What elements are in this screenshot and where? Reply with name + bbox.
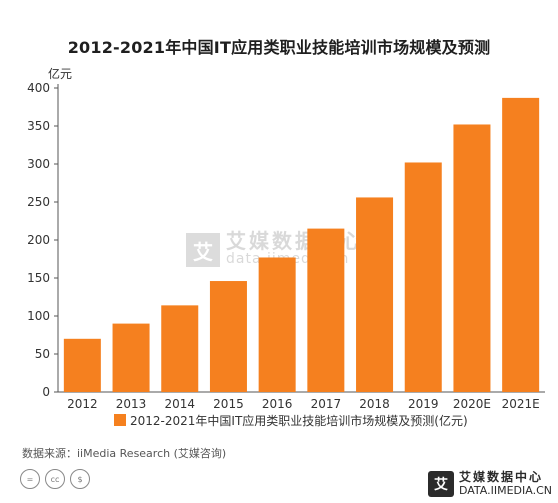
license-nc-icon: $ [70, 469, 90, 489]
y-tick-label: 150 [27, 271, 50, 285]
brand-logo-icon: 艾 [427, 471, 454, 497]
bar-2021E [502, 97, 540, 392]
y-tick-label: 50 [35, 347, 50, 361]
y-tick-label: 250 [27, 195, 50, 209]
bar-2017 [307, 228, 345, 392]
y-tick-label: 200 [27, 233, 50, 247]
bar-2020E [453, 124, 491, 392]
x-tick-label: 2016 [262, 397, 293, 411]
brand-logo: 艾 艾媒数据中心 DATA.IIMEDIA.CN [427, 470, 552, 497]
bar-2012 [63, 338, 101, 392]
license-nd-icon: = [20, 469, 40, 489]
y-tick-label: 400 [27, 81, 50, 95]
license-icons: = cc $ [20, 469, 90, 489]
bar-2013 [112, 323, 150, 392]
x-tick-label: 2015 [213, 397, 244, 411]
source-note: 数据来源：iiMedia Research (艾媒咨询) [22, 447, 227, 460]
y-tick-label: 350 [27, 119, 50, 133]
y-tick-label: 300 [27, 157, 50, 171]
x-tick-label: 2018 [359, 397, 390, 411]
brand-name-en: DATA.IIMEDIA.CN [458, 484, 552, 497]
license-cc-icon: cc [45, 469, 65, 489]
x-tick-label: 2017 [311, 397, 342, 411]
brand-name-cn: 艾媒数据中心 [458, 470, 543, 484]
legend-label: 2012-2021年中国IT应用类职业技能培训市场规模及预测(亿元) [130, 413, 468, 428]
bar-2018 [356, 197, 394, 392]
x-tick-label: 2020E [453, 397, 491, 411]
chart-title: 2012-2021年中国IT应用类职业技能培训市场规模及预测 [67, 38, 491, 57]
bar-chart: 亿元 0 50 100 150 200 250 300 350 400 2012 2013 2014 20… [27, 66, 545, 428]
x-tick-label: 2021E [502, 397, 540, 411]
x-tick-label: 2014 [164, 397, 195, 411]
y-tick-label: 0 [42, 385, 50, 399]
bar-2016 [258, 257, 296, 392]
x-tick-label: 2019 [408, 397, 439, 411]
x-tick-label: 2012 [67, 397, 98, 411]
y-tick-label: 100 [27, 309, 50, 323]
legend-swatch [114, 414, 126, 426]
x-tick-label: 2013 [116, 397, 147, 411]
bar-2015 [209, 281, 247, 392]
bar-2014 [161, 305, 199, 392]
y-axis-unit-label: 亿元 [48, 66, 72, 81]
bar-2019 [404, 162, 442, 392]
